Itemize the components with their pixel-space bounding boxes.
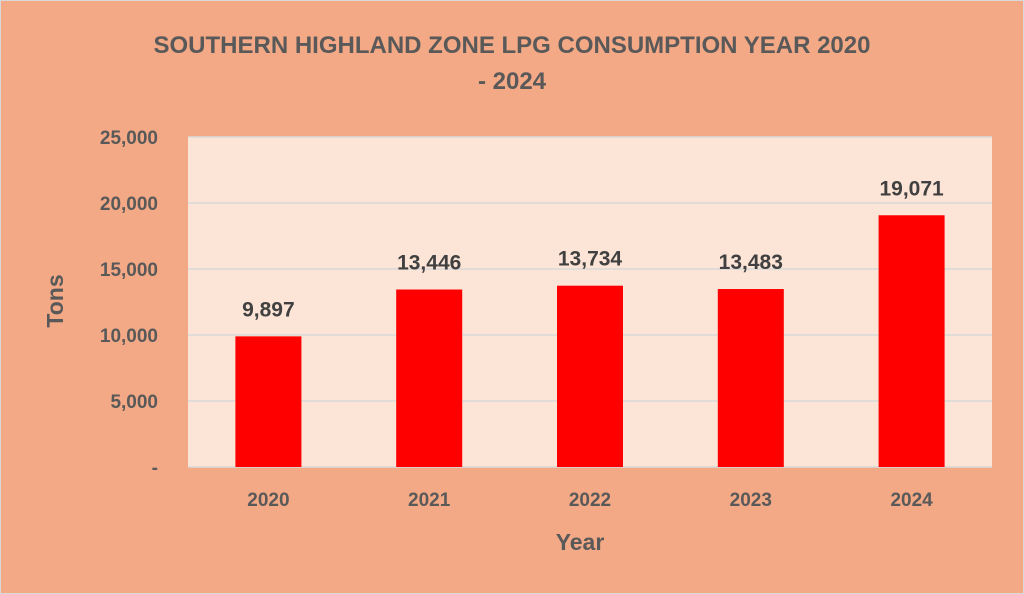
bar-2024 xyxy=(878,215,945,467)
y-tick-label: 15,000 xyxy=(100,260,158,281)
x-axis-title: Year xyxy=(556,529,605,555)
data-label-2021: 13,446 xyxy=(397,252,461,275)
y-tick-label: 20,000 xyxy=(100,194,158,215)
data-label-2023: 13,483 xyxy=(719,251,783,274)
y-axis-title: Tons xyxy=(42,274,68,327)
y-tick-label: - xyxy=(152,458,158,479)
y-tick-label: 5,000 xyxy=(110,392,158,413)
chart-title-line-1: SOUTHERN HIGHLAND ZONE LPG CONSUMPTION Y… xyxy=(154,32,871,59)
x-tick-label: 2021 xyxy=(408,490,451,511)
x-tick-label: 2023 xyxy=(730,490,772,511)
y-tick-label: 25,000 xyxy=(100,128,158,149)
bar-2020 xyxy=(235,336,302,467)
x-axis-ticks: 2020 2021 2022 2023 2024 xyxy=(247,490,933,511)
bar-2021 xyxy=(396,289,463,467)
data-labels: 9,897 13,446 13,734 13,483 19,071 xyxy=(242,177,944,321)
data-label-2024: 19,071 xyxy=(879,177,944,200)
x-tick-label: 2024 xyxy=(890,490,933,511)
data-label-2022: 13,734 xyxy=(558,248,623,271)
chart-title-line-2: - 2024 xyxy=(478,68,547,95)
data-label-2020: 9,897 xyxy=(242,298,295,321)
x-tick-label: 2020 xyxy=(247,490,289,511)
bar-2022 xyxy=(557,285,623,467)
x-tick-label: 2022 xyxy=(569,490,611,511)
y-axis-ticks: - 5,000 10,000 15,000 20,000 25,000 xyxy=(100,128,158,479)
y-tick-label: 10,000 xyxy=(100,326,158,347)
bars xyxy=(235,215,945,467)
bar-2023 xyxy=(717,289,784,467)
